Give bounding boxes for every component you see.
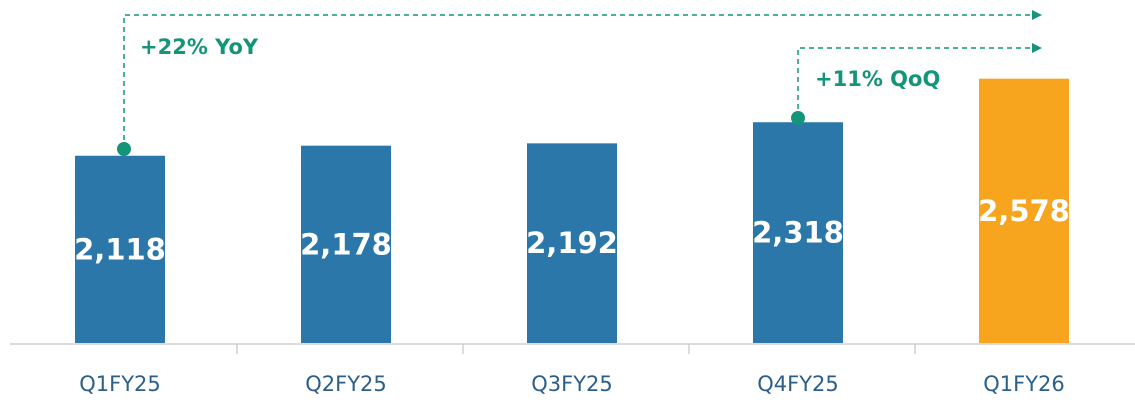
value-label: 2,578 xyxy=(978,194,1070,228)
yoy-arrow xyxy=(117,10,1042,156)
qoq-annotation: +11% QoQ xyxy=(815,67,940,91)
x-tick-label: Q4FY25 xyxy=(757,372,839,396)
value-label: 2,178 xyxy=(300,227,392,261)
bar xyxy=(979,78,1069,343)
value-label: 2,192 xyxy=(526,226,618,260)
qoq-dot xyxy=(791,111,805,125)
yoy-dot xyxy=(117,142,131,156)
bar xyxy=(301,145,391,343)
x-tick-label: Q3FY25 xyxy=(531,372,613,396)
value-label: 2,118 xyxy=(74,232,166,266)
yoy-annotation: +22% YoY xyxy=(140,35,259,59)
value-label: 2,318 xyxy=(752,216,844,250)
bar xyxy=(75,155,165,343)
x-tick-label: Q1FY26 xyxy=(983,372,1065,396)
bar xyxy=(753,122,843,343)
qoq-arrow xyxy=(791,43,1042,125)
x-tick-label: Q1FY25 xyxy=(79,372,161,396)
bar xyxy=(527,143,617,343)
bars: 2,118 2,178 2,192 2,318 2,578 xyxy=(74,78,1070,343)
x-tick-label: Q2FY25 xyxy=(305,372,387,396)
